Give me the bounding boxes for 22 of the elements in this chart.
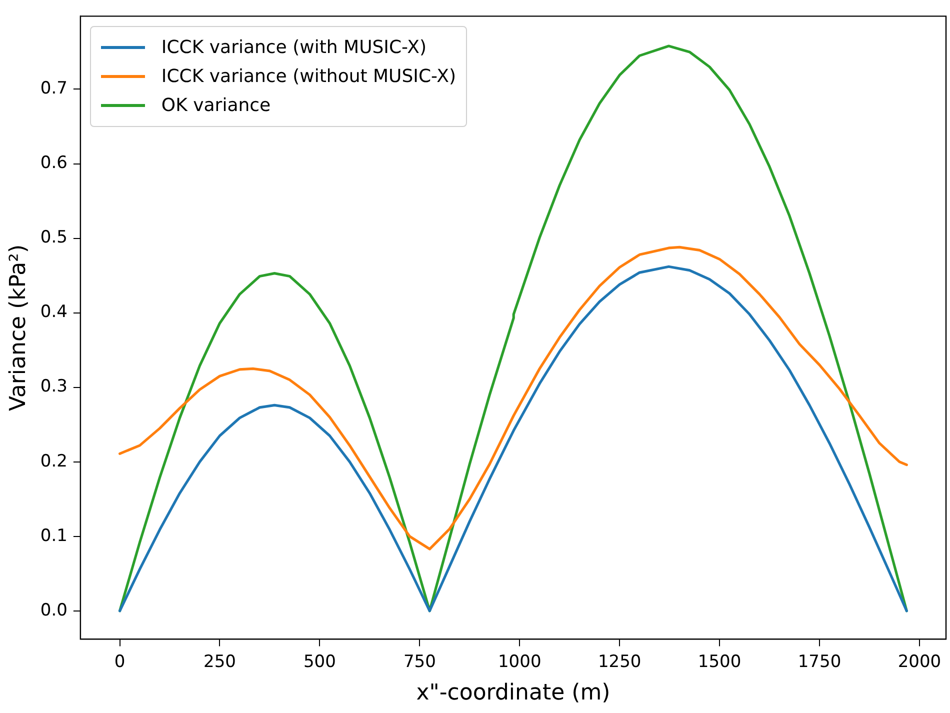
- x-tick-label: 2000: [898, 652, 942, 672]
- legend-label: ICCK variance (with MUSIC-X): [161, 37, 426, 58]
- x-tick-label: 1000: [498, 652, 542, 672]
- x-axis-title: x"-coordinate (m): [416, 680, 610, 706]
- y-tick-label: 0.0: [40, 600, 68, 620]
- y-tick-label: 0.2: [40, 451, 68, 472]
- x-tick-label: 250: [204, 652, 236, 672]
- x-tick-label: 1250: [598, 652, 642, 672]
- y-tick-label: 0.5: [40, 228, 68, 248]
- legend-label: OK variance: [161, 95, 271, 116]
- x-tick-label: 500: [303, 652, 336, 672]
- x-tick-label: 0: [114, 652, 126, 672]
- y-tick-label: 0.3: [40, 376, 68, 397]
- y-tick-label: 0.7: [40, 78, 68, 99]
- legend-label: ICCK variance (without MUSIC-X): [161, 66, 456, 88]
- y-tick-label: 0.4: [40, 302, 68, 322]
- x-tick-label: 1500: [698, 652, 742, 672]
- x-tick-label: 750: [403, 652, 436, 672]
- x-tick-label: 1750: [798, 652, 842, 672]
- y-tick-label: 0.1: [40, 526, 68, 546]
- y-tick-label: 0.6: [40, 153, 68, 174]
- y-axis-title: Variance (kPa²): [6, 244, 31, 411]
